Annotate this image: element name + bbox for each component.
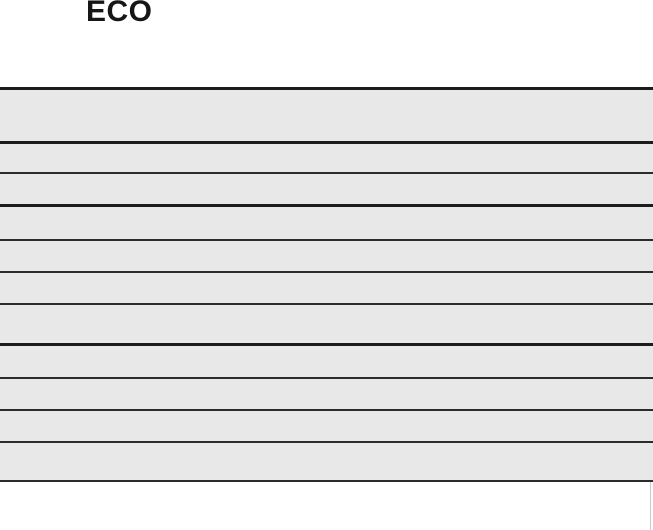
row-11 xyxy=(0,441,653,480)
page-edge-line xyxy=(650,482,651,530)
row-9 xyxy=(0,377,653,409)
row-4 xyxy=(0,204,653,239)
row-2 xyxy=(0,141,653,172)
row-7 xyxy=(0,303,653,343)
page-title: ECO xyxy=(86,0,153,28)
row-10 xyxy=(0,409,653,441)
header-row xyxy=(0,87,653,141)
row-6 xyxy=(0,271,653,303)
row-5 xyxy=(0,239,653,271)
eco-table xyxy=(0,87,653,482)
row-8 xyxy=(0,343,653,377)
row-3 xyxy=(0,172,653,204)
